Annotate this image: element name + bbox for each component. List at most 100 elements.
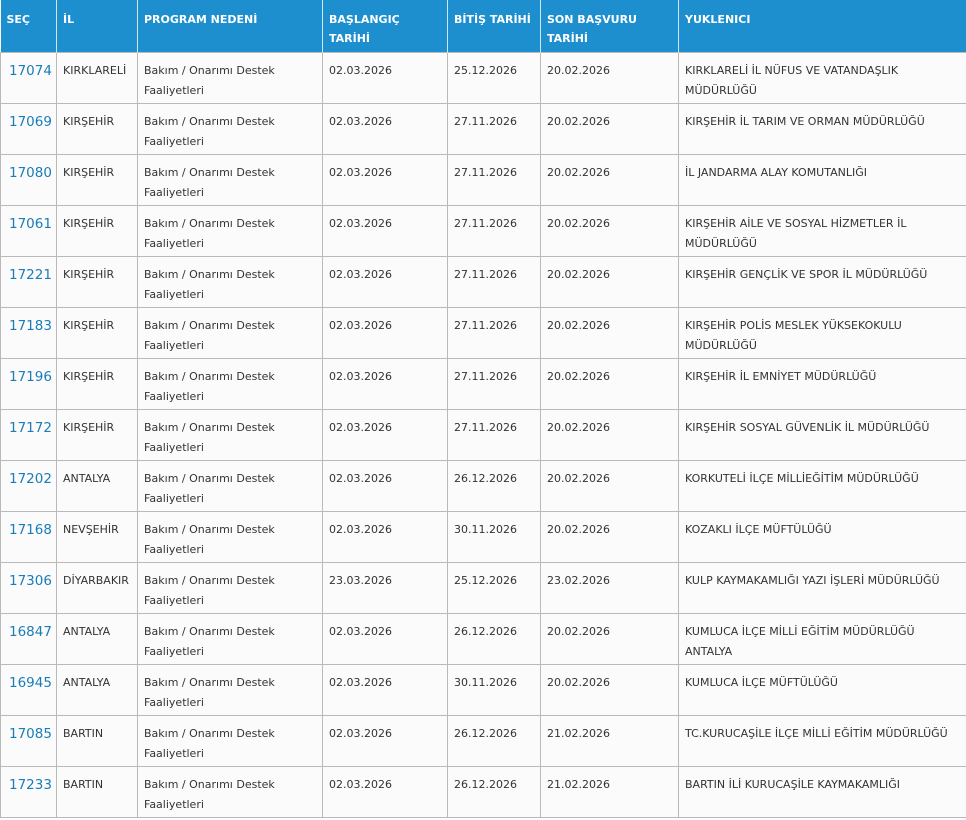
table-cell: BARTIN (56, 715, 138, 767)
select-cell: 17085 (0, 715, 57, 767)
select-link[interactable]: 17080 (9, 165, 52, 181)
select-cell: 17221 (0, 256, 57, 308)
table-cell: KIRŞEHİR (56, 256, 138, 308)
select-link[interactable]: 17233 (9, 777, 52, 793)
select-cell: 17061 (0, 205, 57, 257)
table-cell: Bakım / Onarımı Destek Faaliyetleri (137, 613, 323, 665)
table-cell: Bakım / Onarımı Destek Faaliyetleri (137, 409, 323, 461)
table-cell: Bakım / Onarımı Destek Faaliyetleri (137, 205, 323, 257)
table-cell: KORKUTELİ İLÇE MİLLİEĞİTİM MÜDÜRLÜĞÜ (678, 460, 966, 512)
table-cell: 20.02.2026 (540, 460, 679, 512)
select-link[interactable]: 16945 (9, 675, 52, 691)
table-cell: 27.11.2026 (447, 307, 541, 359)
select-link[interactable]: 17069 (9, 114, 52, 130)
table-cell: 27.11.2026 (447, 154, 541, 206)
table-cell: KIRŞEHİR (56, 205, 138, 257)
select-link[interactable]: 17202 (9, 471, 52, 487)
table-cell: KIRŞEHİR (56, 358, 138, 410)
select-cell: 17168 (0, 511, 57, 563)
table-cell: 20.02.2026 (540, 409, 679, 461)
select-cell: 17306 (0, 562, 57, 614)
table-row: 17196 KIRŞEHİR Bakım / Onarımı Destek Faal… (0, 358, 966, 410)
table-cell: 20.02.2026 (540, 307, 679, 359)
select-cell: 17183 (0, 307, 57, 359)
select-link[interactable]: 16847 (9, 624, 52, 640)
table-cell: KIRŞEHİR AİLE VE SOSYAL HİZMETLER İL MÜD… (678, 205, 966, 257)
select-cell: 17202 (0, 460, 57, 512)
table-row: 17085 BARTIN Bakım / Onarımı Destek Faaliy… (0, 715, 966, 767)
table-cell: Bakım / Onarımı Destek Faaliyetleri (137, 766, 323, 818)
table-cell: KULP KAYMAKAMLIĞI YAZI İŞLERİ MÜDÜRLÜĞÜ (678, 562, 966, 614)
table-cell: Bakım / Onarımı Destek Faaliyetleri (137, 511, 323, 563)
column-header: YUKLENICI (678, 0, 966, 53)
table-cell: KIRŞEHİR POLİS MESLEK YÜKSEKOKULU MÜDÜRL… (678, 307, 966, 359)
select-link[interactable]: 17168 (9, 522, 52, 538)
table-cell: 20.02.2026 (540, 613, 679, 665)
select-cell: 17074 (0, 52, 57, 104)
table-cell: 30.11.2026 (447, 511, 541, 563)
select-cell: 17233 (0, 766, 57, 818)
table-cell: KIRŞEHİR SOSYAL GÜVENLİK İL MÜDÜRLÜĞÜ (678, 409, 966, 461)
table-cell: KIRŞEHİR (56, 307, 138, 359)
table-cell: 20.02.2026 (540, 103, 679, 155)
table-cell: 02.03.2026 (322, 154, 448, 206)
select-link[interactable]: 17061 (9, 216, 52, 232)
table-cell: Bakım / Onarımı Destek Faaliyetleri (137, 52, 323, 104)
table-cell: 20.02.2026 (540, 52, 679, 104)
select-cell: 17080 (0, 154, 57, 206)
select-cell: 17069 (0, 103, 57, 155)
table-cell: 20.02.2026 (540, 511, 679, 563)
table-cell: 27.11.2026 (447, 358, 541, 410)
table-cell: 26.12.2026 (447, 613, 541, 665)
table-row: 17061 KIRŞEHİR Bakım / Onarımı Destek Faal… (0, 205, 966, 257)
table-cell: Bakım / Onarımı Destek Faaliyetleri (137, 715, 323, 767)
table-cell: ANTALYA (56, 613, 138, 665)
table-cell: 26.12.2026 (447, 766, 541, 818)
table-cell: 02.03.2026 (322, 613, 448, 665)
table-cell: 26.12.2026 (447, 715, 541, 767)
select-link[interactable]: 17196 (9, 369, 52, 385)
table-cell: 25.12.2026 (447, 52, 541, 104)
table-row: 17202 ANTALYA Bakım / Onarımı Destek Faali… (0, 460, 966, 512)
table-cell: İL JANDARMA ALAY KOMUTANLIĞI (678, 154, 966, 206)
table-cell: 02.03.2026 (322, 511, 448, 563)
select-cell: 17172 (0, 409, 57, 461)
table-cell: 02.03.2026 (322, 103, 448, 155)
column-header: SEÇ (0, 0, 57, 53)
table-cell: 02.03.2026 (322, 205, 448, 257)
table-row: 17183 KIRŞEHİR Bakım / Onarımı Destek Faal… (0, 307, 966, 359)
select-link[interactable]: 17306 (9, 573, 52, 589)
table-cell: KIRŞEHİR (56, 409, 138, 461)
table-cell: 02.03.2026 (322, 409, 448, 461)
table-cell: ANTALYA (56, 460, 138, 512)
table-cell: NEVŞEHİR (56, 511, 138, 563)
table-cell: 27.11.2026 (447, 205, 541, 257)
select-link[interactable]: 17085 (9, 726, 52, 742)
select-link[interactable]: 17183 (9, 318, 52, 334)
table-cell: Bakım / Onarımı Destek Faaliyetleri (137, 358, 323, 410)
select-link[interactable]: 17221 (9, 267, 52, 283)
table-cell: BARTIN İLİ KURUCAŞİLE KAYMAKAMLIĞI (678, 766, 966, 818)
table-cell: ANTALYA (56, 664, 138, 716)
table-row: 16945 ANTALYA Bakım / Onarımı Destek Faali… (0, 664, 966, 716)
table-cell: KUMLUCA İLÇE MÜFTÜLÜĞÜ (678, 664, 966, 716)
table-cell: 02.03.2026 (322, 52, 448, 104)
table-cell: 23.02.2026 (540, 562, 679, 614)
table-cell: 21.02.2026 (540, 766, 679, 818)
table-cell: Bakım / Onarımı Destek Faaliyetleri (137, 562, 323, 614)
table-cell: 02.03.2026 (322, 715, 448, 767)
table-cell: 27.11.2026 (447, 256, 541, 308)
table-row: 17233 BARTIN Bakım / Onarımı Destek Faaliy… (0, 766, 966, 818)
table-cell: 02.03.2026 (322, 766, 448, 818)
table-cell: 27.11.2026 (447, 103, 541, 155)
column-header: SON BAŞVURU TARİHİ (540, 0, 679, 53)
table-cell: 26.12.2026 (447, 460, 541, 512)
table-cell: 20.02.2026 (540, 256, 679, 308)
select-link[interactable]: 17074 (9, 63, 52, 79)
table-cell: 21.02.2026 (540, 715, 679, 767)
table-cell: DİYARBAKIR (56, 562, 138, 614)
table-cell: TC.KURUCAŞİLE İLÇE MİLLİ EĞİTİM MÜDÜRLÜĞ… (678, 715, 966, 767)
select-link[interactable]: 17172 (9, 420, 52, 436)
table-cell: Bakım / Onarımı Destek Faaliyetleri (137, 307, 323, 359)
table-cell: Bakım / Onarımı Destek Faaliyetleri (137, 664, 323, 716)
